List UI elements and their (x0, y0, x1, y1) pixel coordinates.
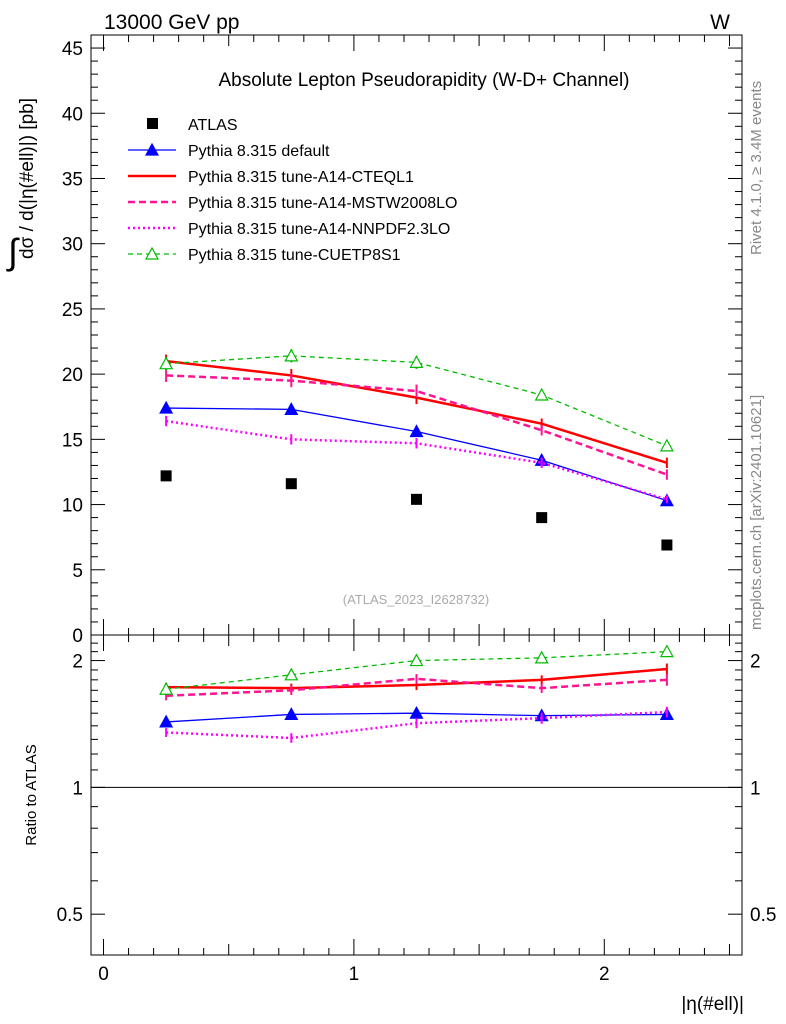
y-tick-label: 40 (62, 104, 83, 125)
legend-label: Pythia 8.315 default (188, 143, 330, 160)
ratio-line-2 (166, 677, 667, 698)
atlas-data-point (160, 470, 172, 482)
ratio-tick-label-right: 1 (750, 778, 761, 799)
data-point (159, 356, 174, 370)
legend-label: Pythia 8.315 tune-CUETP8S1 (188, 247, 401, 264)
atlas-data-point (285, 478, 297, 490)
data-point (159, 400, 174, 414)
x-tick-label: 0 (98, 964, 109, 985)
ratio-series-group (159, 644, 674, 743)
y-tick-label: 15 (62, 430, 83, 451)
collision-label: 13000 GeV pp (104, 11, 239, 34)
ratio-tick-label: 0.5 (57, 905, 83, 926)
y-tick-label: 20 (62, 365, 83, 386)
chart-title: Absolute Lepton Pseudorapidity (W-D+ Cha… (218, 70, 629, 91)
rivet-version-label: Rivet 4.1.0, ≥ 3.4M events (748, 81, 765, 255)
ratio-tick-label: 2 (72, 652, 83, 673)
analysis-watermark: (ATLAS_2023_I2628732) (343, 592, 489, 607)
legend-marker (144, 246, 160, 260)
ratio-y-axis-label: Ratio to ATLAS (23, 744, 40, 845)
data-point (409, 424, 424, 438)
y-tick-label: 10 (62, 496, 83, 517)
y-axis-label: dσ / d(|η(#ell)|) [pb] (17, 98, 38, 259)
data-point (409, 355, 424, 368)
legend-label-atlas: ATLAS (188, 117, 238, 134)
series-line-4 (166, 355, 668, 447)
ratio-point (409, 653, 424, 667)
ratio-point (159, 714, 174, 728)
data-point (659, 438, 674, 452)
atlas-data-point (536, 512, 548, 524)
ratio-point (534, 650, 549, 664)
y-tick-label: 0 (72, 626, 83, 647)
y-tick-label: 5 (72, 561, 83, 582)
ratio-point (284, 667, 299, 681)
y-tick-label: 25 (62, 300, 83, 321)
ratio-point (284, 707, 299, 721)
x-tick-label: 2 (599, 964, 610, 985)
ratio-point (159, 681, 174, 695)
ratio-tick-label-right: 0.5 (750, 905, 776, 926)
legend-label: Pythia 8.315 tune-A14-MSTW2008LO (188, 195, 457, 212)
legend-label: Pythia 8.315 tune-A14-CTEQL1 (188, 169, 414, 186)
y-tick-label: 35 (62, 169, 83, 190)
series-line-2 (166, 374, 668, 476)
integral-symbol: ∫ (6, 231, 20, 272)
atlas-data-point (411, 493, 422, 505)
ratio-plot-frame (90, 634, 743, 956)
data-point (284, 348, 299, 362)
legend: ATLAS Pythia 8.315 default Pythia 8.315 tu… (128, 117, 457, 264)
ratio-tick-label-right: 2 (750, 652, 761, 673)
main-series-group (159, 348, 674, 551)
data-point (534, 387, 549, 401)
mcplots-label: mcplots.cern.ch [arXiv:2401.10621] (748, 395, 765, 630)
legend-label: Pythia 8.315 tune-A14-NNPDF2.3LO (188, 221, 450, 238)
ratio-tick-label: 1 (72, 778, 83, 799)
legend-marker (144, 142, 160, 156)
x-tick-label: 1 (349, 964, 360, 985)
x-axis-label: |η(#ell)| (681, 994, 744, 1015)
y-tick-label: 30 (62, 235, 83, 256)
legend-marker-atlas (147, 118, 158, 129)
data-point (284, 402, 299, 415)
atlas-data-point (661, 539, 673, 551)
ratio-point (409, 705, 424, 719)
ratio-point (659, 644, 674, 658)
series-line-0 (166, 407, 668, 502)
y-tick-label: 45 (62, 39, 83, 60)
process-label: W (710, 11, 730, 34)
